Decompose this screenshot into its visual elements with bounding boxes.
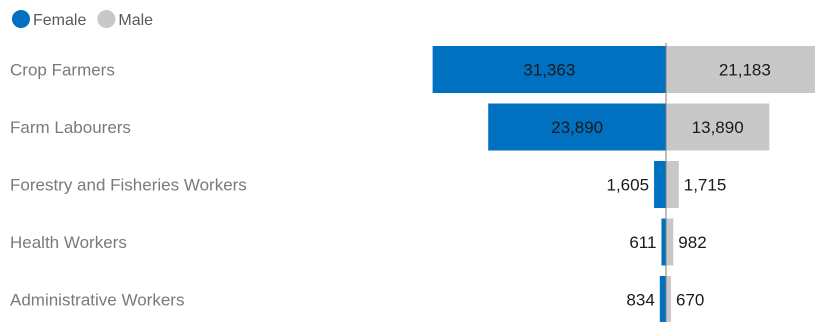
bar-male [666,46,815,93]
legend: Female Male [12,10,153,29]
value-label-female: 23,890 [551,118,603,137]
bar-male [666,276,671,322]
value-label-female: 1,605 [607,176,650,195]
value-labels: 31,363 21,183 23,890 13,890 1,605 1,715 611 982… [523,61,771,310]
category-label: Crop Farmers [10,61,115,80]
value-label-male: 21,183 [719,61,771,80]
value-label-male: 670 [676,291,704,310]
value-label-female: 834 [626,291,654,310]
bar-female [488,103,666,151]
legend-swatch-female [12,10,30,28]
category-label: Farm Labourers [10,118,131,137]
value-label-female: 31,363 [523,61,575,80]
bars [432,46,815,322]
bar-male [666,103,770,151]
legend-swatch-male [97,10,116,28]
value-label-male: 982 [678,233,706,252]
value-label-male: 1,715 [684,176,727,195]
bar-male [666,161,679,208]
category-label: Forestry and Fisheries Workers [10,176,247,195]
bar-female [661,218,666,266]
category-label: Health Workers [10,233,127,252]
value-label-female: 611 [629,233,656,252]
bar-female [432,46,666,93]
legend-label-female: Female [33,12,86,29]
bar-female [659,276,666,322]
value-label-male: 13,890 [692,118,744,137]
category-label: Administrative Workers [10,291,184,310]
legend-label-male: Male [118,12,153,29]
category-labels: Crop Farmers Farm Labourers Forestry and F… [10,61,247,310]
bar-female [654,161,666,208]
bar-male [666,218,674,266]
